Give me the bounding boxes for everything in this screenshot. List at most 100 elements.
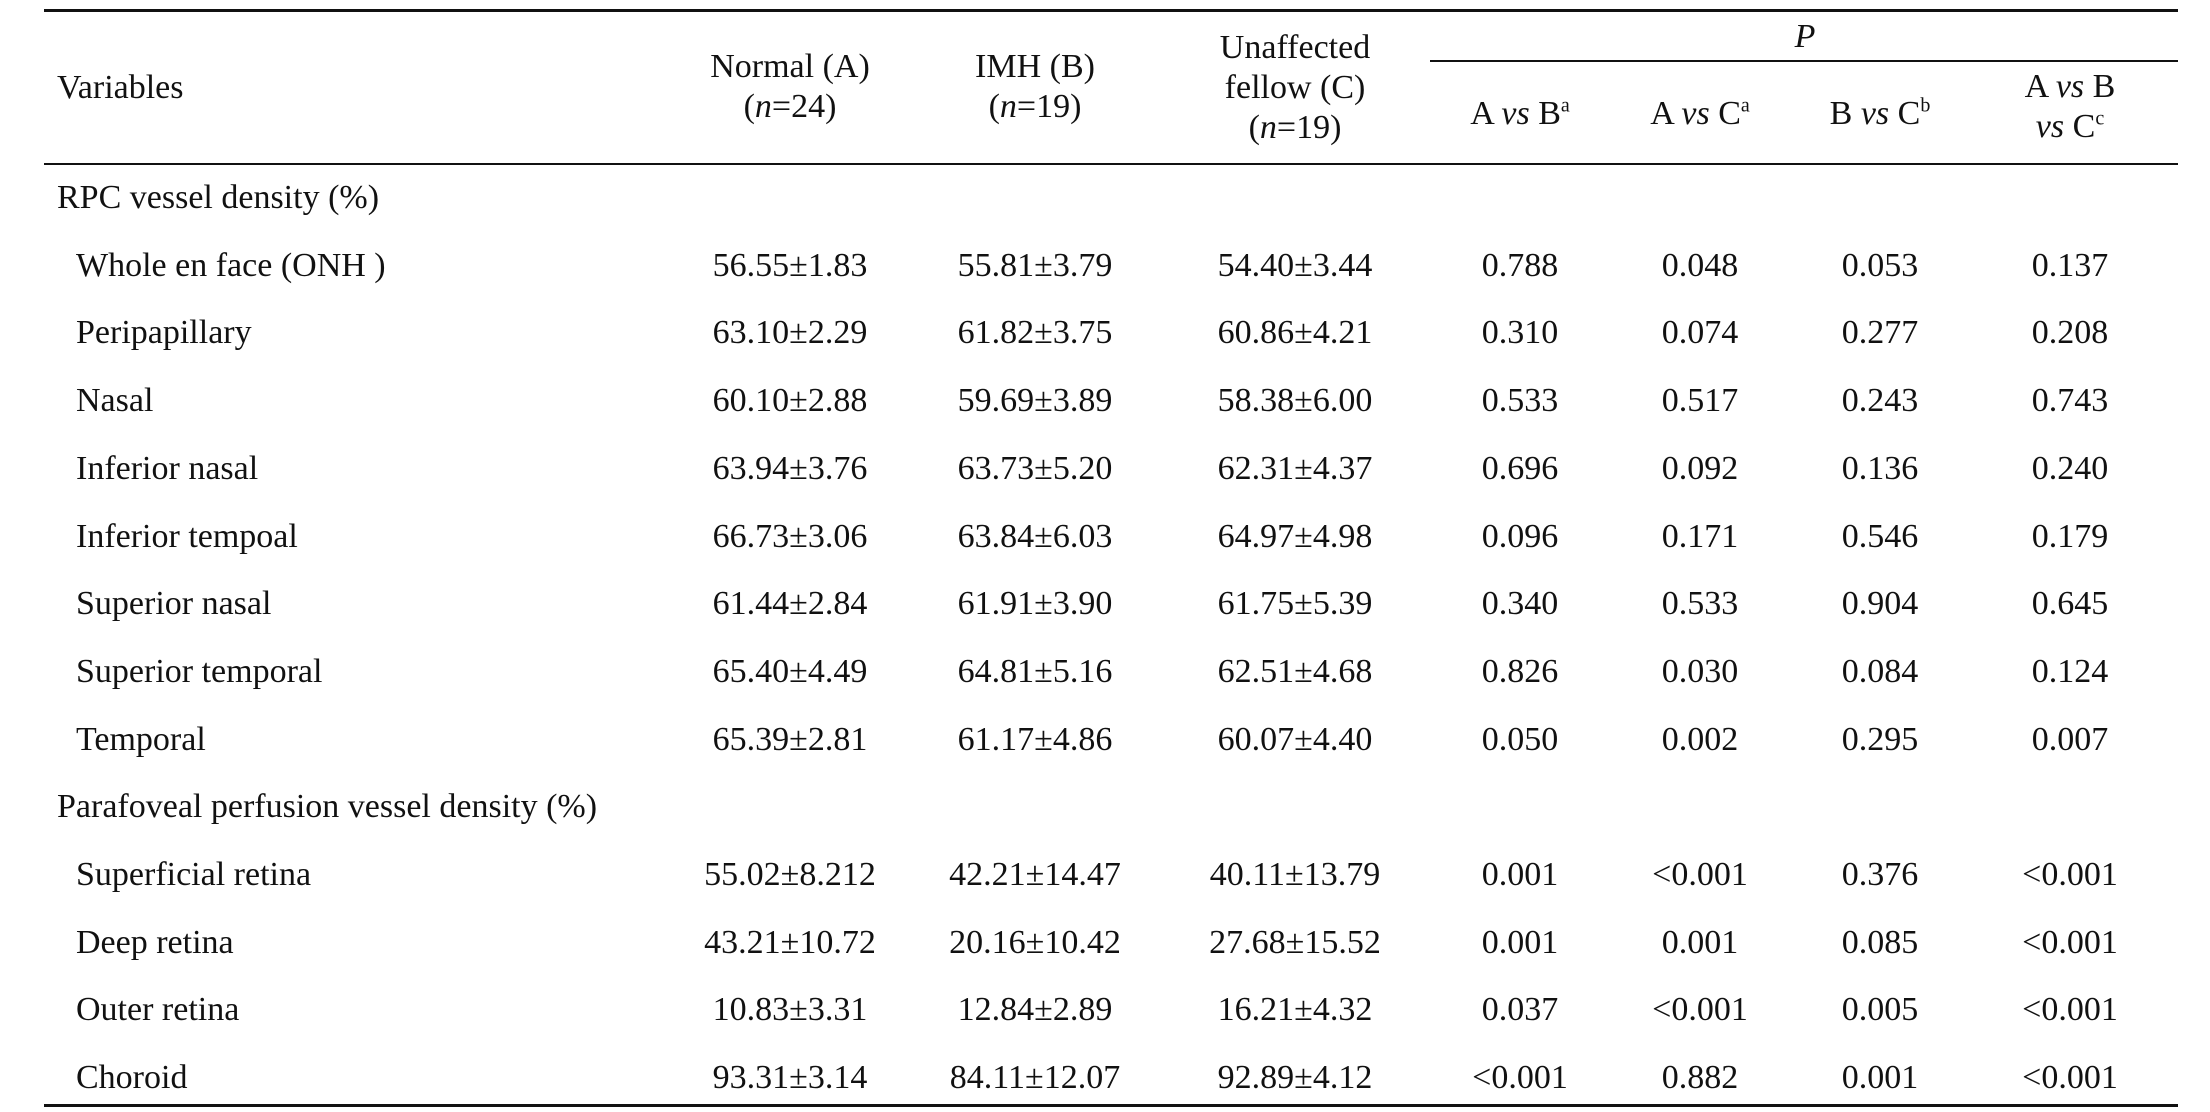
cell-p-ac: 0.517 xyxy=(1661,382,1739,419)
row-label: Outer retina xyxy=(76,991,240,1028)
cell-p-bc: 0.295 xyxy=(1841,721,1919,758)
cell-a: 61.44±2.84 xyxy=(712,585,868,622)
cell-p-ab: 0.696 xyxy=(1481,450,1559,487)
cell-c: 61.75±5.39 xyxy=(1217,585,1373,622)
cell-c: 64.97±4.98 xyxy=(1217,518,1373,555)
header-p-label: P xyxy=(1794,18,1816,55)
section-title: RPC vessel density (%) xyxy=(57,179,380,216)
cell-b: 84.11±12.07 xyxy=(949,1059,1121,1096)
header-imh-b-label: IMH (B) xyxy=(975,48,1095,85)
top-rule xyxy=(44,9,2178,12)
cell-p-ac: 0.533 xyxy=(1661,585,1739,622)
cell-a: 63.10±2.29 xyxy=(712,314,868,351)
cell-p-ac: <0.001 xyxy=(1652,991,1748,1028)
header-normal-a: Normal (A) (n=24) xyxy=(680,47,900,127)
row-label: Whole en face (ONH ) xyxy=(76,247,386,284)
cell-p-bc: 0.376 xyxy=(1841,856,1919,893)
cell-b: 64.81±5.16 xyxy=(957,653,1113,690)
row-label: Peripapillary xyxy=(76,314,252,351)
cell-p-ac: 0.092 xyxy=(1661,450,1739,487)
header-unaffected-c: Unaffected fellow (C) (n=19) xyxy=(1170,28,1420,148)
cell-c: 40.11±13.79 xyxy=(1209,856,1381,893)
cell-p-abc: <0.001 xyxy=(2022,1059,2118,1096)
cell-p-bc: 0.084 xyxy=(1841,653,1919,690)
cell-p-bc: 0.243 xyxy=(1841,382,1919,419)
cell-b: 61.91±3.90 xyxy=(957,585,1113,622)
header-imh-b-n: (n=19) xyxy=(988,88,1082,125)
header-p-a-vs-b: A vs Ba xyxy=(1470,94,1570,132)
cell-p-ab: 0.533 xyxy=(1481,382,1559,419)
row-label: Temporal xyxy=(76,721,206,758)
header-imh-b: IMH (B) (n=19) xyxy=(925,47,1145,127)
header-p-abc-line2: vs Cc xyxy=(2035,107,2105,145)
cell-p-bc: 0.904 xyxy=(1841,585,1919,622)
cell-c: 60.07±4.40 xyxy=(1217,721,1373,758)
header-unaffected-c-line2: fellow (C) xyxy=(1224,69,1366,106)
cell-p-abc: 0.179 xyxy=(2031,518,2109,555)
cell-p-abc: <0.001 xyxy=(2022,924,2118,961)
cell-a: 93.31±3.14 xyxy=(712,1059,868,1096)
cell-p-abc: 0.645 xyxy=(2031,585,2109,622)
header-p-a-vs-b-vs-c: A vs B vs Cc xyxy=(1970,67,2170,147)
cell-p-bc: 0.277 xyxy=(1841,314,1919,351)
cell-p-abc: 0.208 xyxy=(2031,314,2109,351)
cell-b: 59.69±3.89 xyxy=(957,382,1113,419)
cell-p-ac: 0.001 xyxy=(1661,924,1739,961)
row-label: Superficial retina xyxy=(76,856,312,893)
cell-a: 10.83±3.31 xyxy=(712,991,868,1028)
cell-b: 61.82±3.75 xyxy=(957,314,1113,351)
cell-p-ab: 0.310 xyxy=(1481,314,1559,351)
cell-p-bc: 0.001 xyxy=(1841,1059,1919,1096)
cell-c: 58.38±6.00 xyxy=(1217,382,1373,419)
cell-p-ac: 0.030 xyxy=(1661,653,1739,690)
header-p-abc-line1: A vs B xyxy=(2024,68,2116,105)
cell-b: 63.84±6.03 xyxy=(957,518,1113,555)
cell-p-bc: 0.005 xyxy=(1841,991,1919,1028)
p-group-rule xyxy=(1430,60,2178,62)
row-label: Nasal xyxy=(76,382,154,419)
cell-b: 55.81±3.79 xyxy=(957,247,1113,284)
cell-p-ab: 0.050 xyxy=(1481,721,1559,758)
cell-c: 92.89±4.12 xyxy=(1217,1059,1373,1096)
cell-p-bc: 0.546 xyxy=(1841,518,1919,555)
cell-c: 27.68±15.52 xyxy=(1209,924,1381,961)
header-unaffected-c-n: (n=19) xyxy=(1248,109,1342,146)
row-label: Deep retina xyxy=(76,924,234,961)
cell-b: 12.84±2.89 xyxy=(957,991,1113,1028)
cell-a: 56.55±1.83 xyxy=(712,247,868,284)
cell-p-ab: 0.037 xyxy=(1481,991,1559,1028)
cell-a: 65.40±4.49 xyxy=(712,653,868,690)
cell-b: 63.73±5.20 xyxy=(957,450,1113,487)
cell-b: 42.21±14.47 xyxy=(949,856,1121,893)
cell-p-ac: <0.001 xyxy=(1652,856,1748,893)
cell-a: 55.02±8.212 xyxy=(704,856,876,893)
section-title: Parafoveal perfusion vessel density (%) xyxy=(57,788,598,825)
cell-p-ab: 0.826 xyxy=(1481,653,1559,690)
header-p-a-vs-c: A vs Ca xyxy=(1650,94,1750,132)
cell-p-ab: 0.340 xyxy=(1481,585,1559,622)
cell-p-abc: 0.240 xyxy=(2031,450,2109,487)
row-label: Choroid xyxy=(76,1059,188,1096)
cell-p-ab: <0.001 xyxy=(1472,1059,1568,1096)
cell-p-abc: 0.137 xyxy=(2031,247,2109,284)
cell-p-abc: <0.001 xyxy=(2022,991,2118,1028)
row-label: Superior nasal xyxy=(76,585,272,622)
cell-p-ac: 0.002 xyxy=(1661,721,1739,758)
header-unaffected-c-line1: Unaffected xyxy=(1219,29,1371,66)
cell-p-ac: 0.048 xyxy=(1661,247,1739,284)
cell-a: 60.10±2.88 xyxy=(712,382,868,419)
header-variables: Variables xyxy=(57,69,184,106)
bottom-rule xyxy=(44,1104,2178,1107)
row-label: Inferior tempoal xyxy=(76,518,298,555)
cell-p-ac: 0.074 xyxy=(1661,314,1739,351)
cell-p-bc: 0.136 xyxy=(1841,450,1919,487)
cell-a: 63.94±3.76 xyxy=(712,450,868,487)
cell-c: 60.86±4.21 xyxy=(1217,314,1373,351)
cell-c: 16.21±4.32 xyxy=(1217,991,1373,1028)
cell-p-bc: 0.085 xyxy=(1841,924,1919,961)
cell-p-ab: 0.788 xyxy=(1481,247,1559,284)
cell-p-abc: 0.007 xyxy=(2031,721,2109,758)
header-p-b-vs-c: B vs Cb xyxy=(1829,94,1931,132)
cell-c: 62.31±4.37 xyxy=(1217,450,1373,487)
cell-a: 65.39±2.81 xyxy=(712,721,868,758)
